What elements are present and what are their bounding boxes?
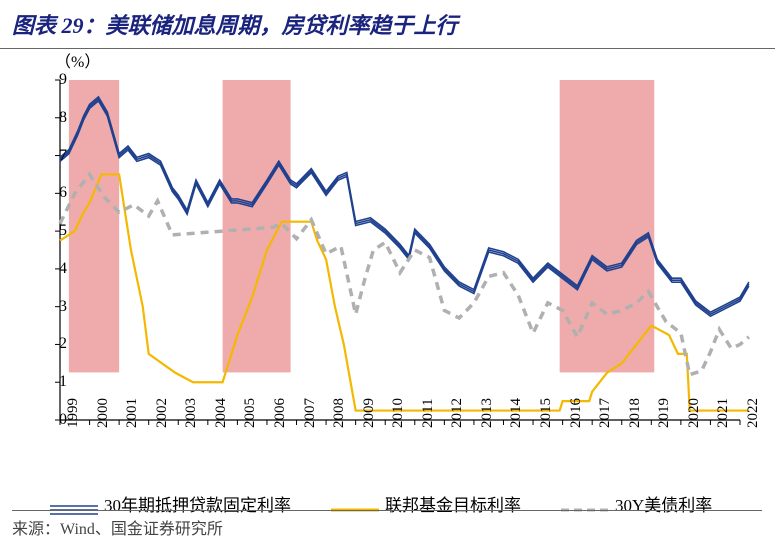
x-tick-label: 2014 <box>508 398 525 428</box>
chart-title: 图表 29：美联储加息周期，房贷利率趋于上行 <box>0 0 775 49</box>
x-tick-label: 2002 <box>154 398 171 428</box>
y-tick-label: 3 <box>59 298 67 316</box>
x-tick-label: 2009 <box>361 398 378 428</box>
x-tick-label: 2017 <box>597 398 614 428</box>
y-tick-label: 2 <box>59 335 67 353</box>
x-tick-label: 2008 <box>331 398 348 428</box>
highlight-band <box>560 80 655 372</box>
y-tick-label: 4 <box>59 260 67 278</box>
x-tick-label: 2007 <box>302 398 319 428</box>
x-tick-label: 2015 <box>538 398 555 428</box>
x-tick-label: 2022 <box>745 398 762 428</box>
x-tick-label: 2012 <box>449 398 466 428</box>
x-tick-label: 2003 <box>183 398 200 428</box>
y-tick-label: 9 <box>59 71 67 89</box>
y-tick-label: 7 <box>59 147 67 165</box>
x-tick-label: 2019 <box>656 398 673 428</box>
x-tick-label: 2016 <box>568 398 585 428</box>
x-tick-label: 1999 <box>65 398 82 428</box>
x-tick-label: 2018 <box>627 398 644 428</box>
y-tick-label: 8 <box>59 109 67 127</box>
y-tick-label: 6 <box>59 184 67 202</box>
x-tick-label: 2000 <box>95 398 112 428</box>
x-tick-label: 2006 <box>272 398 289 428</box>
x-tick-label: 2011 <box>420 399 437 428</box>
x-tick-label: 2001 <box>124 398 141 428</box>
y-tick-label: 1 <box>59 373 67 391</box>
legend-swatch <box>50 501 98 507</box>
y-tick-label: 5 <box>59 222 67 240</box>
x-tick-label: 2010 <box>390 398 407 428</box>
x-tick-label: 2013 <box>479 398 496 428</box>
source-text: 来源：Wind、国金证券研究所 <box>12 510 762 539</box>
legend-swatch <box>561 501 609 507</box>
legend-swatch <box>331 501 379 507</box>
x-tick-label: 2005 <box>242 398 259 428</box>
y-axis-unit: （%） <box>55 48 100 72</box>
x-tick-label: 2021 <box>715 398 732 428</box>
x-tick-label: 2020 <box>686 398 703 428</box>
x-tick-label: 2004 <box>213 398 230 428</box>
